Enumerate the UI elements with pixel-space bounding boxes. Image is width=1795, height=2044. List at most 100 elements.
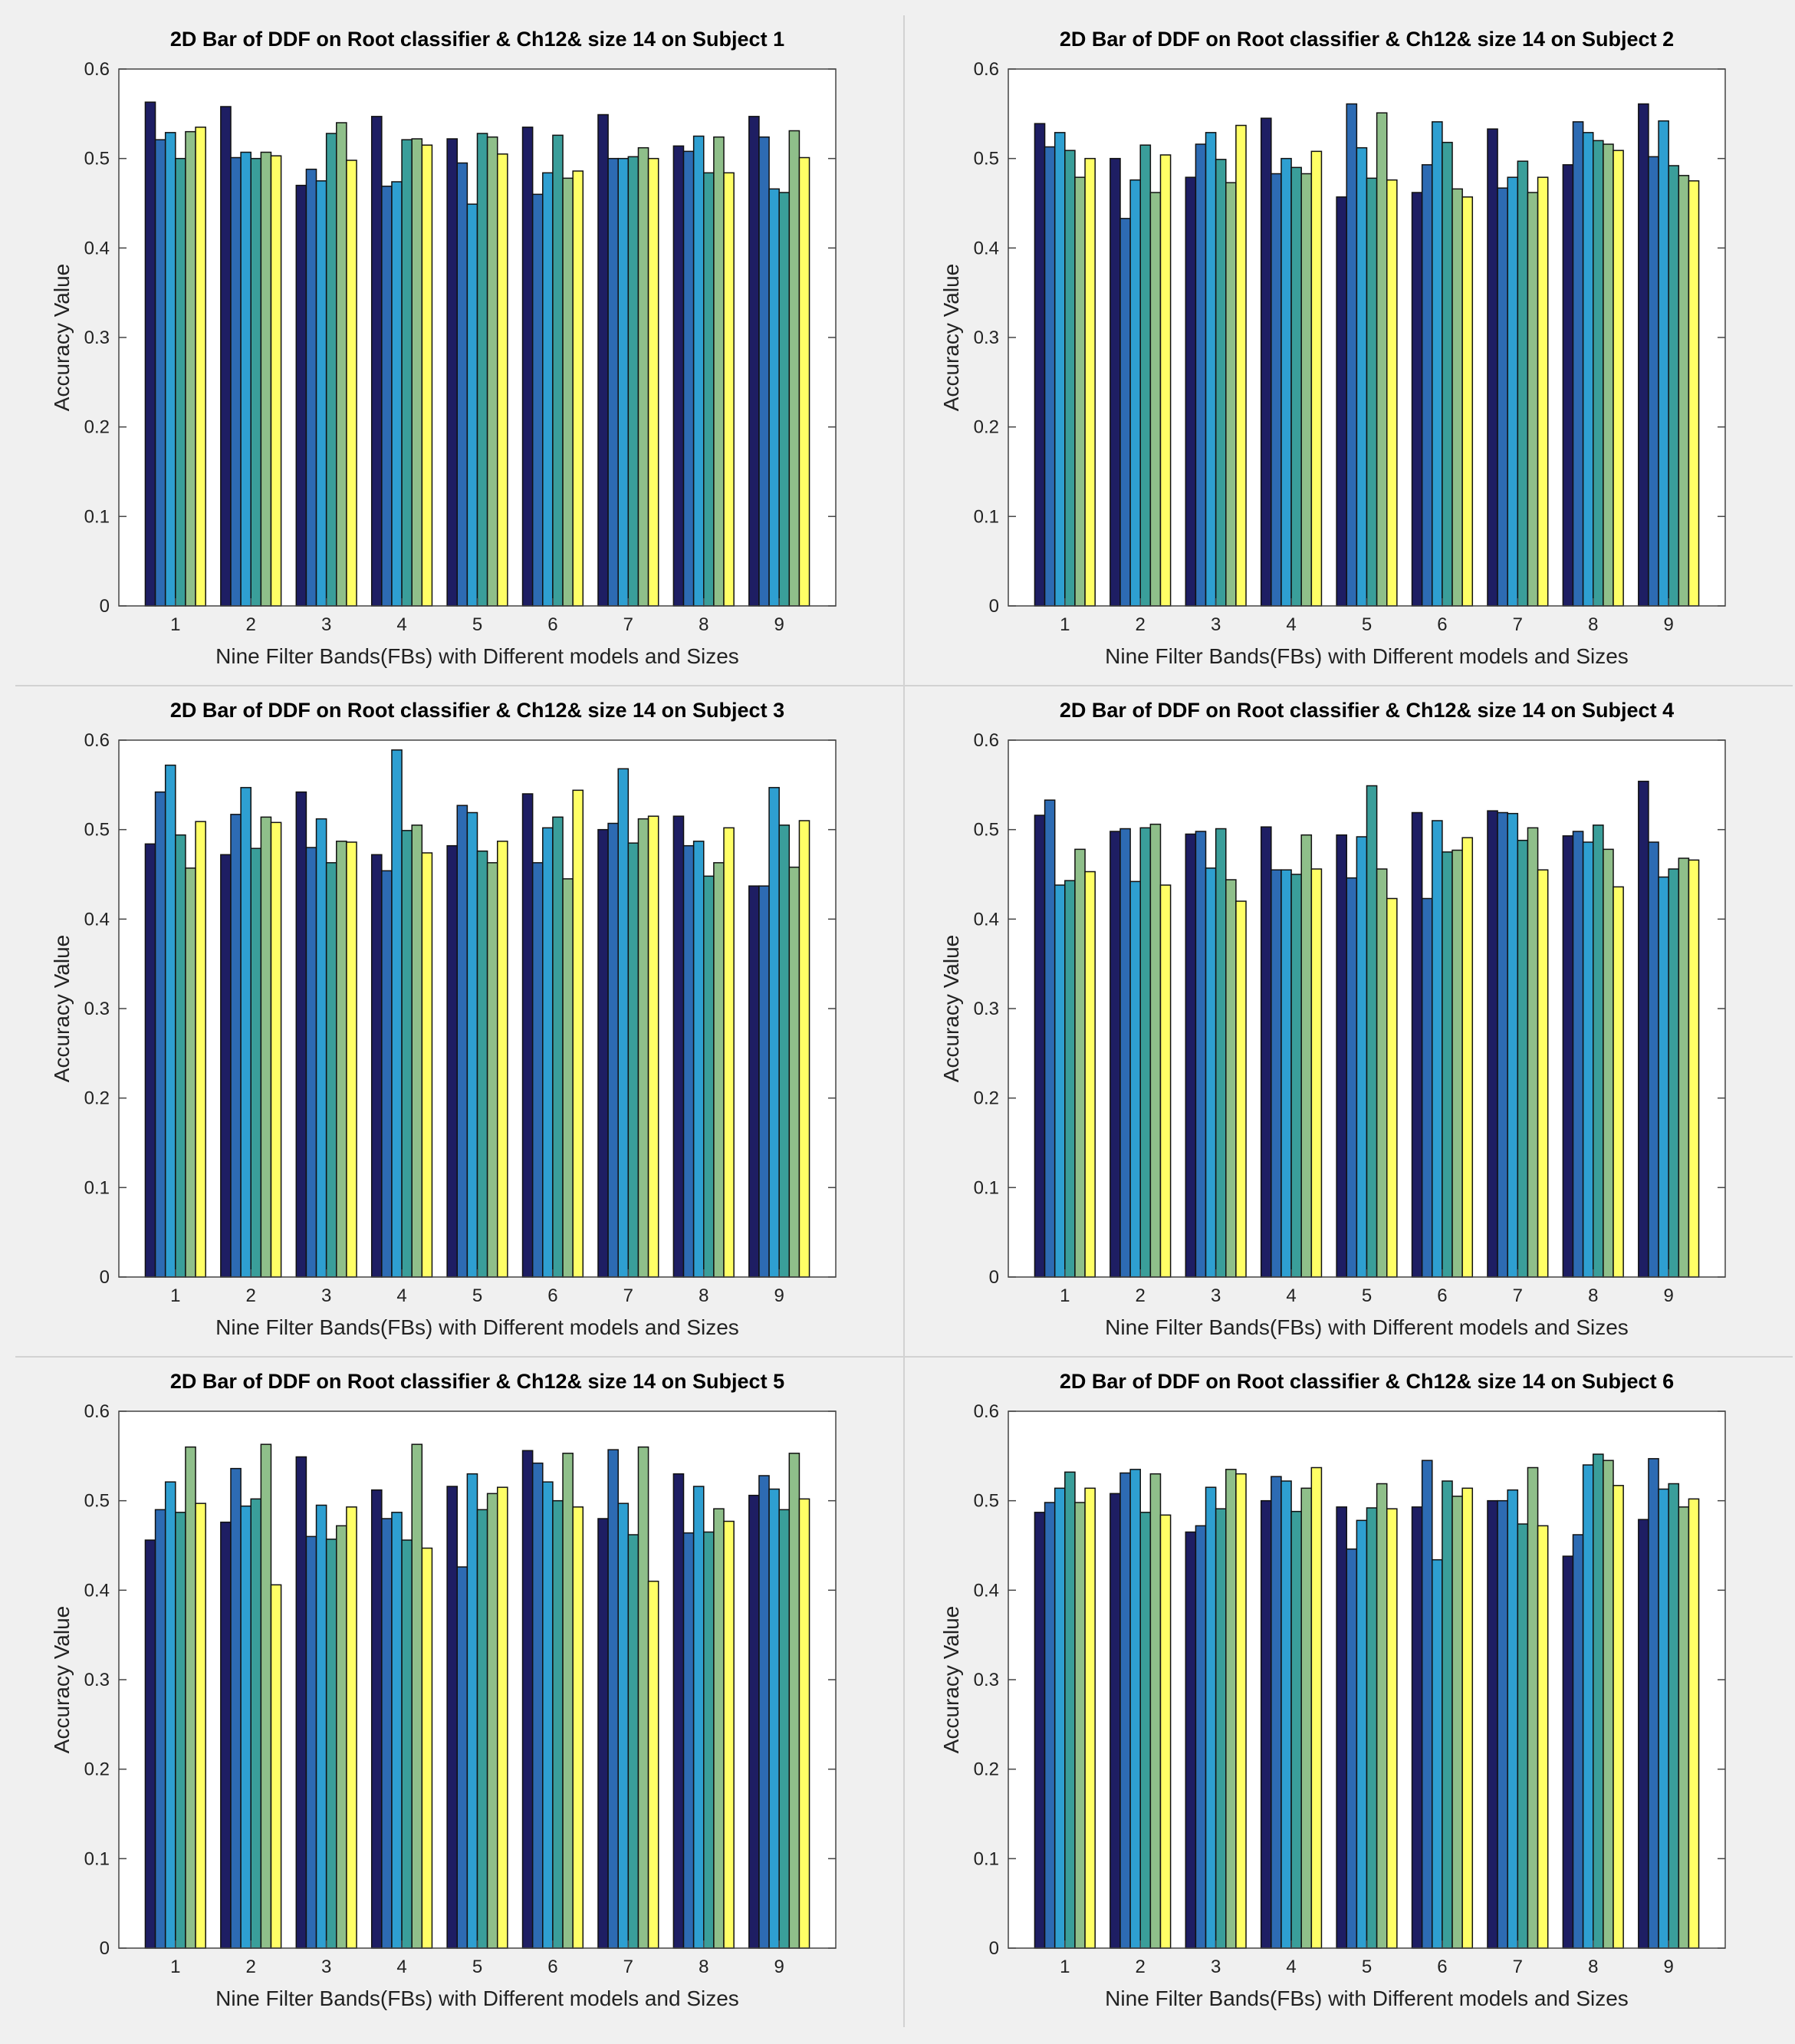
bar-fb5-series-2 (1346, 1548, 1358, 1949)
bar-fb1-series-3 (1054, 132, 1066, 607)
bar-fb9-series-6 (798, 156, 810, 607)
bar-fb7-series-6 (647, 815, 659, 1278)
y-tick-label: 0.5 (84, 149, 110, 170)
x-tick-label: 4 (396, 614, 406, 635)
x-tick-label: 3 (321, 1957, 331, 1977)
bar-fb8-series-6 (1613, 886, 1624, 1278)
bar-fb5-series-5 (486, 1493, 498, 1949)
y-tick-label: 0.1 (84, 1848, 110, 1869)
bar-fb3-series-4 (1215, 1508, 1227, 1949)
bar-fb9-series-1 (748, 116, 760, 607)
bar-fb2-series-5 (260, 1443, 272, 1949)
bar-fb6-series-6 (572, 789, 584, 1278)
bar-fb4-series-4 (401, 139, 413, 607)
bar-fb8-series-5 (1603, 848, 1614, 1278)
bar-fb6-series-6 (572, 1506, 584, 1949)
bar-fb7-series-1 (1487, 128, 1498, 607)
bar-fb7-series-3 (617, 768, 630, 1278)
bar-fb2-series-1 (1110, 1493, 1121, 1949)
chart-panel-subject-2: 2D Bar of DDF on Root classifier & Ch12&… (905, 15, 1793, 686)
chart-title: 2D Bar of DDF on Root classifier & Ch12&… (170, 28, 784, 51)
bar-fb6-series-4 (552, 816, 564, 1278)
bar-fb7-series-6 (647, 157, 659, 607)
bar-fb3-series-3 (1205, 1486, 1217, 1949)
bar-fb6-series-2 (531, 862, 544, 1278)
bar-fb6-series-2 (1421, 164, 1433, 607)
bar-fb9-series-2 (1648, 156, 1659, 607)
bar-fb5-series-5 (486, 136, 498, 607)
bar-fb9-series-4 (1668, 165, 1680, 607)
bar-fb9-series-1 (1638, 1519, 1649, 1949)
bar-fb2-series-5 (260, 816, 272, 1278)
bar-fb5-series-4 (1366, 785, 1378, 1278)
bar-fb6-series-4 (1442, 1480, 1453, 1949)
bar-fb6-series-4 (552, 1499, 564, 1949)
y-tick-label: 0.2 (84, 417, 110, 438)
x-tick-label: 3 (1211, 1285, 1221, 1306)
bar-fb4-series-6 (1310, 1466, 1323, 1949)
bar-fb1-series-4 (1064, 880, 1076, 1278)
bar-fb7-series-4 (1517, 839, 1529, 1278)
bar-fb4-series-6 (1310, 150, 1323, 607)
bar-fb7-series-4 (627, 842, 639, 1278)
bar-fb9-series-4 (1668, 1483, 1680, 1949)
bar-fb2-series-3 (1129, 1469, 1141, 1949)
bar-fb8-series-2 (682, 1532, 695, 1949)
bar-fb6-series-1 (1411, 192, 1423, 607)
bar-fb8-series-6 (723, 827, 735, 1278)
bar-fb5-series-5 (486, 862, 498, 1278)
x-tick-label: 8 (699, 614, 708, 635)
bar-fb8-series-4 (703, 1531, 715, 1949)
bar-chart-subject-1: 2D Bar of DDF on Root classifier & Ch12&… (50, 28, 837, 668)
bar-fb8-series-4 (703, 875, 715, 1278)
bar-fb1-series-4 (1064, 1471, 1076, 1949)
bar-fb1-series-6 (1084, 1487, 1096, 1949)
bar-fb8-series-4 (1593, 140, 1604, 607)
y-tick-label: 0.5 (974, 820, 999, 841)
bar-fb9-series-4 (1668, 868, 1680, 1278)
bar-fb6-series-3 (1432, 820, 1443, 1278)
x-tick-label: 6 (1437, 1957, 1447, 1977)
bar-fb3-series-6 (1235, 900, 1247, 1278)
bar-fb6-series-4 (552, 134, 564, 607)
bar-fb8-series-3 (1582, 1464, 1594, 1949)
y-tick-label: 0.4 (974, 1580, 999, 1601)
y-tick-label: 0.4 (974, 909, 999, 930)
bar-fb3-series-6 (346, 841, 357, 1278)
bar-fb2-series-5 (1149, 823, 1162, 1278)
bar-fb9-series-2 (758, 885, 770, 1278)
x-tick-label: 8 (1588, 614, 1598, 635)
bar-fb3-series-6 (346, 1506, 357, 1949)
x-tick-label: 5 (1362, 1957, 1372, 1977)
bar-fb4-series-6 (421, 1547, 433, 1949)
y-axis-label: Accuracy Value (50, 264, 74, 411)
x-tick-label: 4 (1286, 1957, 1296, 1977)
bar-fb8-series-6 (1613, 150, 1624, 607)
bar-fb3-series-5 (1225, 1469, 1237, 1949)
bar-fb8-series-2 (1572, 831, 1584, 1278)
bar-fb8-series-1 (672, 145, 685, 607)
bar-fb7-series-6 (647, 1580, 659, 1949)
x-tick-label: 1 (1060, 1285, 1070, 1306)
x-axis-label: Nine Filter Bands(FBs) with Different mo… (215, 1315, 739, 1339)
chart-title: 2D Bar of DDF on Root classifier & Ch12&… (1060, 1370, 1674, 1393)
bar-fb6-series-6 (572, 170, 584, 607)
bar-fb1-series-1 (1034, 123, 1046, 607)
y-tick-label: 0 (100, 1938, 110, 1959)
x-tick-label: 9 (1664, 1285, 1674, 1306)
bar-fb2-series-3 (1129, 179, 1141, 607)
bar-fb8-series-5 (1603, 1460, 1614, 1949)
bar-fb1-series-6 (1084, 871, 1096, 1278)
bar-fb4-series-5 (1300, 173, 1313, 607)
bar-fb7-series-1 (1487, 810, 1498, 1278)
y-tick-label: 0.4 (84, 909, 110, 930)
y-tick-label: 0.4 (974, 238, 999, 258)
bar-fb7-series-2 (607, 157, 619, 607)
bar-fb8-series-1 (672, 1473, 685, 1949)
bar-fb2-series-3 (240, 151, 251, 607)
bar-fb2-series-3 (1129, 880, 1141, 1278)
bar-fb3-series-1 (1185, 176, 1197, 607)
bar-fb5-series-1 (1336, 196, 1348, 607)
y-tick-label: 0.6 (974, 730, 999, 751)
bar-fb6-series-6 (1461, 196, 1474, 607)
